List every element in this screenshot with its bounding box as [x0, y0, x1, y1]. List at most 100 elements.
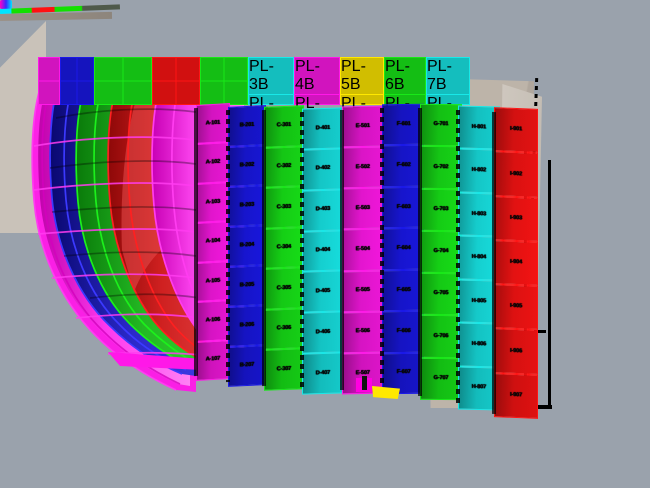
panel-cell[interactable]: B-206 — [228, 305, 266, 347]
panel-id-label: I-907 — [510, 391, 522, 398]
base-node-yellow — [372, 386, 400, 399]
panel-cell[interactable]: A-102 — [196, 142, 230, 184]
panel-id-label: G-705 — [433, 289, 449, 297]
panel-cell[interactable]: D-402 — [302, 148, 344, 191]
panel-id-label: A-102 — [205, 158, 221, 166]
panel-id-label: F-606 — [396, 327, 410, 334]
base-node-black — [362, 376, 367, 390]
panel-column-separator — [418, 107, 422, 397]
panel-column-col-i[interactable]: I-901 I-902 I-903 I-904 I-905 I-906 I-907 — [494, 107, 538, 419]
panel-cell[interactable]: A-106 — [196, 300, 230, 342]
panel-id-label: F-607 — [396, 368, 410, 376]
panel-column-col-a[interactable]: A-101 A-102 A-103 A-104 A-105 A-106 A-107 — [196, 103, 230, 381]
panel-cell[interactable]: D-404 — [302, 229, 344, 273]
panel-cell[interactable]: C-301 — [264, 105, 304, 148]
panel-cell[interactable]: A-104 — [196, 221, 230, 263]
panel-cell[interactable]: A-107 — [196, 339, 230, 381]
top-panel-cell[interactable] — [38, 57, 60, 105]
panel-column-col-c[interactable]: C-301 C-302 C-303 C-304 C-305 C-306 C-307 — [264, 105, 304, 391]
panel-cell[interactable]: C-302 — [264, 145, 304, 188]
panel-id-label: G-704 — [433, 247, 449, 254]
panel-id-label: C-304 — [276, 243, 292, 251]
panel-column-separator — [492, 111, 496, 415]
panel-id-label: B-204 — [239, 241, 255, 249]
panel-cell[interactable]: C-303 — [264, 186, 304, 229]
panel-id-label: D-401 — [315, 123, 331, 131]
panel-cell[interactable]: A-101 — [196, 103, 230, 145]
panel-id-label: B-202 — [239, 161, 255, 169]
panel-cell[interactable]: E-503 — [342, 187, 384, 230]
panel-id-label: E-504 — [355, 245, 371, 252]
panel-id-label: D-402 — [315, 164, 331, 172]
panel-id-label: B-205 — [239, 281, 255, 289]
panel-cell[interactable]: D-406 — [302, 311, 344, 354]
panel-cell[interactable]: B-207 — [228, 345, 266, 387]
panel-cell[interactable]: B-201 — [228, 105, 266, 147]
panel-cell[interactable]: I-903 — [494, 195, 538, 242]
panel-cell[interactable]: C-304 — [264, 226, 304, 270]
panel-column-separator — [456, 109, 460, 407]
panel-id-label: PL-5B — [341, 58, 366, 93]
panel-cell[interactable]: B-205 — [228, 265, 266, 307]
panel-cell[interactable]: A-105 — [196, 260, 230, 303]
top-panel-cell[interactable] — [200, 57, 248, 105]
panel-cell[interactable]: E-504 — [342, 228, 384, 272]
panel-id-label: F-604 — [396, 244, 410, 251]
panel-id-label: D-407 — [315, 369, 331, 376]
panel-id-label: H-802 — [471, 166, 487, 174]
panel-cell[interactable]: C-307 — [264, 348, 304, 391]
top-panel-row[interactable]: PL-3BPL-3APL-4BPL-4APL-5BPL-5APL-6BPL-6A… — [38, 57, 470, 130]
panel-column-col-b[interactable]: B-201 B-202 B-203 B-204 B-205 B-206 B-207 — [228, 105, 266, 387]
panel-cell[interactable]: D-405 — [302, 270, 344, 313]
panel-id-label: B-206 — [239, 321, 255, 329]
panel-cell[interactable]: B-204 — [228, 225, 266, 267]
panel-cell[interactable]: I-907 — [494, 372, 538, 419]
panel-cell[interactable]: C-306 — [264, 308, 304, 351]
panel-id-label: H-801 — [471, 123, 487, 130]
panel-id-label: D-405 — [315, 287, 331, 294]
top-panel-cell[interactable] — [152, 57, 200, 105]
panel-id-label: I-901 — [510, 125, 522, 133]
panel-cell[interactable]: I-904 — [494, 239, 538, 287]
panel-column-col-d[interactable]: D-401 D-402 D-403 D-404 D-405 D-406 D-407 — [302, 107, 344, 395]
panel-cell[interactable]: D-403 — [302, 189, 344, 232]
panel-id-label: PL-7B — [427, 58, 452, 93]
panel-cell[interactable]: I-901 — [494, 107, 538, 154]
panel-id-label: C-305 — [276, 283, 292, 291]
top-panel-cell[interactable]: PL-7BPL-7A — [426, 57, 470, 130]
panel-cell[interactable]: A-103 — [196, 181, 230, 224]
panel-id-label: I-902 — [510, 169, 522, 177]
panel-id-label: I-903 — [510, 214, 522, 221]
panel-cell[interactable]: D-401 — [302, 107, 344, 150]
panel-cell[interactable]: B-203 — [228, 185, 266, 227]
panel-cell[interactable]: E-506 — [342, 311, 384, 354]
panel-cell[interactable]: E-505 — [342, 270, 384, 313]
panel-column-col-e[interactable]: E-501 E-502 E-503 E-504 E-505 E-506 E-507 — [342, 105, 384, 395]
structural-datum-line-outer — [548, 160, 551, 408]
panel-id-label: E-502 — [355, 163, 371, 170]
panel-id-label: G-702 — [433, 163, 449, 170]
top-panel-cell[interactable] — [94, 57, 152, 105]
panel-cell[interactable]: E-501 — [342, 105, 384, 148]
panel-cell[interactable]: D-407 — [302, 352, 344, 395]
panel-cell[interactable]: B-202 — [228, 145, 266, 187]
panel-cell[interactable]: I-906 — [494, 328, 538, 375]
panel-cell[interactable]: E-502 — [342, 146, 384, 189]
panel-id-label: G-707 — [433, 374, 449, 381]
panel-column-separator — [262, 109, 266, 387]
top-panel-cell[interactable] — [60, 57, 94, 105]
panel-cell[interactable]: I-905 — [494, 284, 538, 331]
panel-id-label: E-505 — [355, 286, 371, 294]
panel-id-label: A-101 — [205, 118, 221, 126]
panel-column-separator — [340, 109, 344, 391]
panel-cell[interactable]: I-902 — [494, 151, 538, 198]
panel-cell[interactable]: C-305 — [264, 267, 304, 310]
panel-id-label: H-807 — [471, 383, 487, 391]
panel-id-label: A-107 — [205, 355, 221, 363]
